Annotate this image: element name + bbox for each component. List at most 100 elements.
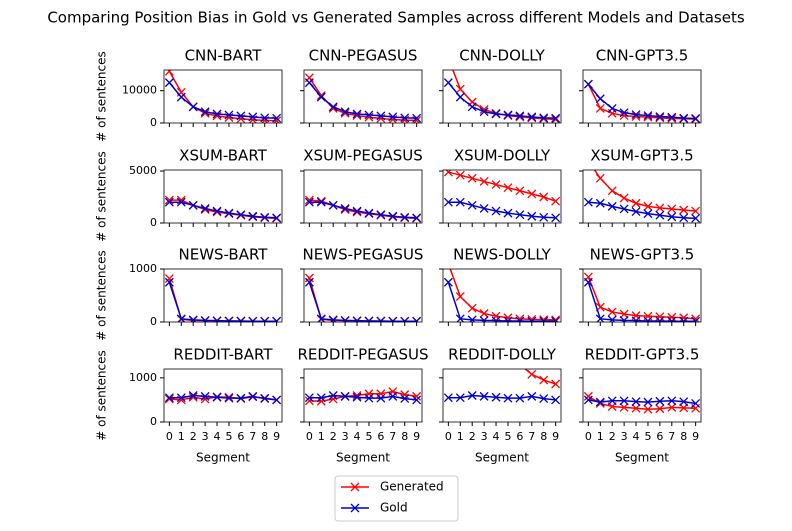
point-marker xyxy=(503,183,513,193)
plot-area xyxy=(443,170,561,223)
point-marker xyxy=(667,396,677,406)
point-marker xyxy=(595,173,605,183)
point-marker xyxy=(316,396,326,406)
x-tick-label: 8 xyxy=(540,430,547,443)
point-marker xyxy=(491,180,501,190)
plot-area xyxy=(583,272,701,322)
point-marker xyxy=(316,393,326,403)
series-line xyxy=(168,282,277,322)
point-marker xyxy=(316,196,326,206)
point-marker xyxy=(479,315,489,322)
point-marker xyxy=(412,113,422,123)
x-tick-label: 0 xyxy=(445,430,452,443)
point-marker xyxy=(515,112,525,122)
point-marker xyxy=(691,398,701,408)
plot-area xyxy=(304,387,422,406)
point-marker xyxy=(388,316,398,322)
plot-area xyxy=(583,79,701,123)
point-marker xyxy=(631,397,641,407)
point-marker xyxy=(467,315,477,322)
plot-area xyxy=(164,274,282,322)
point-marker xyxy=(272,395,282,405)
point-marker xyxy=(340,205,350,214)
point-marker xyxy=(443,277,453,287)
figure-title: Comparing Position Bias in Gold vs Gener… xyxy=(47,9,745,27)
point-marker xyxy=(455,292,465,302)
point-marker xyxy=(248,316,258,322)
point-marker xyxy=(176,197,186,207)
point-marker xyxy=(527,189,537,199)
point-marker xyxy=(539,394,549,404)
point-marker xyxy=(643,404,653,414)
point-marker xyxy=(539,113,549,123)
x-tick-label: 8 xyxy=(401,430,408,443)
point-marker xyxy=(655,210,665,220)
point-marker xyxy=(491,316,501,322)
point-marker xyxy=(491,392,501,402)
series-line xyxy=(168,82,277,119)
y-axis-label: # of sentences xyxy=(95,51,109,141)
subplot-title: REDDIT-DOLLY xyxy=(448,346,557,364)
point-marker xyxy=(503,110,513,120)
point-marker xyxy=(328,200,338,210)
series-line xyxy=(588,201,696,220)
point-marker xyxy=(455,92,465,102)
point-marker xyxy=(176,92,186,102)
x-axis-label: Segment xyxy=(475,451,529,465)
point-marker xyxy=(164,274,174,283)
point-marker xyxy=(551,114,561,123)
point-marker xyxy=(260,212,270,222)
point-marker xyxy=(679,205,689,215)
point-marker xyxy=(412,213,422,223)
series-line xyxy=(593,170,696,212)
x-tick-label: 7 xyxy=(528,430,535,443)
point-marker xyxy=(212,316,222,322)
series-line xyxy=(587,282,696,322)
point-marker xyxy=(400,394,410,404)
point-marker xyxy=(607,103,617,113)
series-line xyxy=(309,201,417,219)
axes-frame xyxy=(442,169,562,224)
point-marker xyxy=(352,316,362,322)
point-marker xyxy=(551,113,561,123)
point-marker xyxy=(607,201,617,211)
series-line xyxy=(447,82,556,119)
series-line xyxy=(168,70,277,122)
point-marker xyxy=(328,391,338,400)
subplot-title: CNN-GPT3.5 xyxy=(596,47,689,65)
axes-frame xyxy=(442,69,562,124)
y-tick-label: 10000 xyxy=(122,84,157,97)
point-marker xyxy=(200,205,210,214)
x-tick-label: 6 xyxy=(377,430,384,443)
point-marker xyxy=(224,110,234,120)
x-tick-label: 9 xyxy=(552,430,559,443)
series-line xyxy=(309,390,417,402)
point-marker xyxy=(551,379,561,389)
point-marker xyxy=(655,396,665,406)
x-tick-label: 2 xyxy=(609,430,616,443)
point-marker xyxy=(352,392,362,402)
point-marker xyxy=(583,391,593,401)
axes-frame xyxy=(582,368,702,423)
point-marker xyxy=(583,277,593,287)
series-line xyxy=(448,171,556,202)
plot-area xyxy=(443,70,561,123)
point-marker xyxy=(527,314,537,322)
x-tick-label: 1 xyxy=(597,430,604,443)
point-marker xyxy=(515,393,525,403)
plot-area xyxy=(583,391,701,414)
subplot-title: CNN-BART xyxy=(185,47,263,65)
y-tick-label: 0 xyxy=(150,216,157,229)
point-marker xyxy=(200,203,210,213)
point-marker xyxy=(595,314,605,322)
point-marker xyxy=(479,309,489,318)
point-marker xyxy=(539,114,549,123)
point-marker xyxy=(643,316,653,322)
point-marker xyxy=(551,196,561,206)
point-marker xyxy=(655,316,665,322)
plot-area xyxy=(304,73,422,123)
point-marker xyxy=(655,112,665,121)
point-marker xyxy=(212,392,222,402)
axes-frame xyxy=(582,169,702,224)
axes-frame xyxy=(303,268,423,323)
